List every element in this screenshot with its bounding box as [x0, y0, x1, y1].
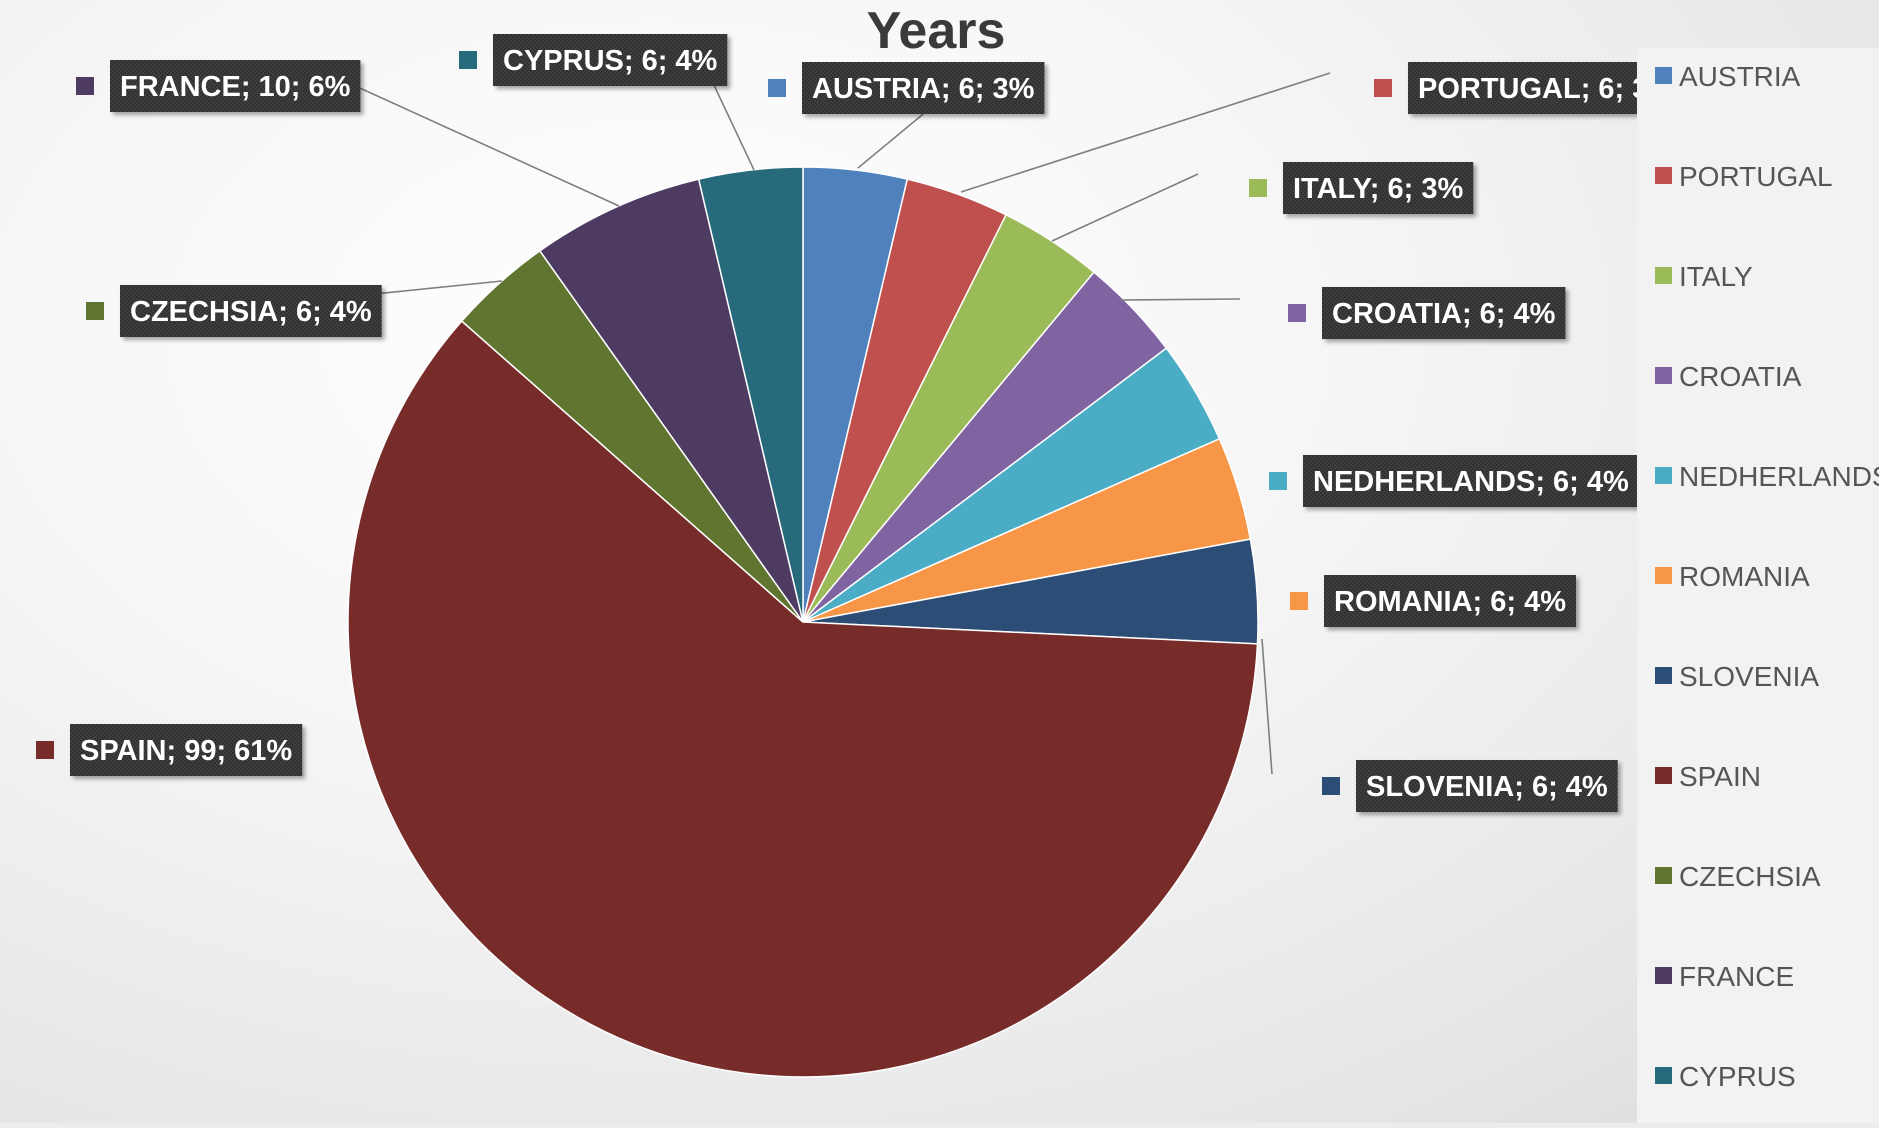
data-label-nedherlands: NEDHERLANDS; 6; 4% — [1269, 455, 1639, 507]
legend-swatch — [1655, 667, 1672, 684]
data-label-box — [1324, 575, 1576, 627]
leader-line-portugal — [960, 72, 1331, 193]
legend-item-portugal: PORTUGAL — [1655, 161, 1833, 192]
data-label-text: FRANCE; 10; 6% — [120, 71, 351, 103]
legend-label: AUSTRIA — [1679, 61, 1801, 92]
data-label-swatch — [86, 302, 104, 320]
data-labels: AUSTRIA; 6; 3% PORTUGAL; 6; 3% ITALY; 6; 3… — [36, 34, 1685, 812]
data-label-text: SPAIN; 99; 61% — [80, 735, 292, 767]
legend-item-croatia: CROATIA — [1655, 361, 1802, 392]
data-label-austria: AUSTRIA; 6; 3% — [768, 62, 1045, 114]
data-label-box — [493, 34, 728, 86]
data-label-italy: ITALY; 6; 3% — [1249, 162, 1474, 214]
legend-label: ITALY — [1679, 261, 1753, 292]
leader-line-france — [328, 73, 620, 207]
data-label-box — [70, 724, 303, 776]
data-label-text: SLOVENIA; 6; 4% — [1366, 771, 1608, 803]
data-label-spain: SPAIN; 99; 61% — [36, 724, 303, 776]
data-label-romania: ROMANIA; 6; 4% — [1290, 575, 1576, 627]
legend-label: CROATIA — [1679, 361, 1802, 392]
data-label-czechsia: CZECHSIA; 6; 4% — [86, 285, 382, 337]
legend-label: PORTUGAL — [1679, 161, 1833, 192]
data-label-box — [1356, 760, 1618, 812]
legend-swatch — [1655, 767, 1672, 784]
data-label-box — [802, 62, 1045, 114]
data-label-box — [1322, 287, 1566, 339]
pie-slice-spain — [347, 319, 1259, 1078]
data-label-swatch — [1290, 592, 1308, 610]
legend-label: CYPRUS — [1679, 1061, 1796, 1092]
data-label-cyprus: CYPRUS; 6; 4% — [459, 34, 728, 86]
data-label-text: NEDHERLANDS; 6; 4% — [1313, 466, 1629, 498]
legend-swatch — [1655, 267, 1672, 284]
data-label-text: PORTUGAL; 6; 3% — [1418, 73, 1674, 105]
leader-line-italy — [1051, 173, 1199, 242]
data-label-slovenia: SLOVENIA; 6; 4% — [1322, 760, 1618, 812]
data-label-swatch — [1249, 179, 1267, 197]
data-label-text: CROATIA; 6; 4% — [1332, 298, 1556, 330]
legend-swatch — [1655, 567, 1672, 584]
leader-line-austria — [857, 113, 924, 169]
legend-label: SPAIN — [1679, 761, 1761, 792]
legend-swatch — [1655, 467, 1672, 484]
legend-item-nedherlands: NEDHERLANDS — [1655, 461, 1879, 492]
pie-slices — [347, 166, 1259, 1078]
data-label-swatch — [1322, 777, 1340, 795]
legend-swatch — [1655, 167, 1672, 184]
legend-item-spain: SPAIN — [1655, 761, 1761, 792]
data-label-swatch — [1288, 304, 1306, 322]
data-label-box — [110, 60, 361, 112]
pie-slice-cyprus — [697, 166, 804, 623]
pie-slice-france — [538, 178, 804, 623]
legend-label: NEDHERLANDS — [1679, 461, 1879, 492]
data-label-swatch — [1374, 79, 1392, 97]
data-label-text: ROMANIA; 6; 4% — [1334, 586, 1566, 618]
legend-label: CZECHSIA — [1679, 861, 1821, 892]
data-label-swatch — [76, 77, 94, 95]
data-label-text: CZECHSIA; 6; 4% — [130, 296, 372, 328]
leader-line-slovenia — [1261, 638, 1273, 775]
data-label-box — [1303, 455, 1639, 507]
data-label-swatch — [1269, 472, 1287, 490]
legend: AUSTRIA PORTUGAL ITALY CROATIA NEDHERLANDS RO… — [1637, 48, 1879, 1123]
legend-label: FRANCE — [1679, 961, 1794, 992]
legend-item-france: FRANCE — [1655, 961, 1794, 992]
legend-panel — [1637, 48, 1879, 1123]
legend-item-czechsia: CZECHSIA — [1655, 861, 1821, 892]
legend-swatch — [1655, 867, 1672, 884]
data-label-box — [1283, 162, 1474, 214]
legend-swatch — [1655, 1067, 1672, 1084]
data-label-swatch — [36, 741, 54, 759]
legend-item-italy: ITALY — [1655, 261, 1753, 292]
data-label-swatch — [459, 51, 477, 69]
legend-swatch — [1655, 67, 1672, 84]
data-label-swatch — [768, 79, 786, 97]
legend-item-romania: ROMANIA — [1655, 561, 1810, 592]
data-label-croatia: CROATIA; 6; 4% — [1288, 287, 1566, 339]
data-label-text: ITALY; 6; 3% — [1293, 173, 1463, 205]
data-label-box — [120, 285, 382, 337]
chart-title: Years — [867, 2, 1006, 60]
data-label-france: FRANCE; 10; 6% — [76, 60, 361, 112]
data-label-text: AUSTRIA; 6; 3% — [812, 73, 1035, 105]
legend-item-austria: AUSTRIA — [1655, 61, 1801, 92]
legend-label: ROMANIA — [1679, 561, 1810, 592]
leader-line-croatia — [1120, 298, 1241, 301]
legend-item-slovenia: SLOVENIA — [1655, 661, 1819, 692]
legend-label: SLOVENIA — [1679, 661, 1819, 692]
legend-swatch — [1655, 967, 1672, 984]
legend-swatch — [1655, 367, 1672, 384]
data-label-text: CYPRUS; 6; 4% — [503, 45, 718, 77]
legend-item-cyprus: CYPRUS — [1655, 1061, 1796, 1092]
